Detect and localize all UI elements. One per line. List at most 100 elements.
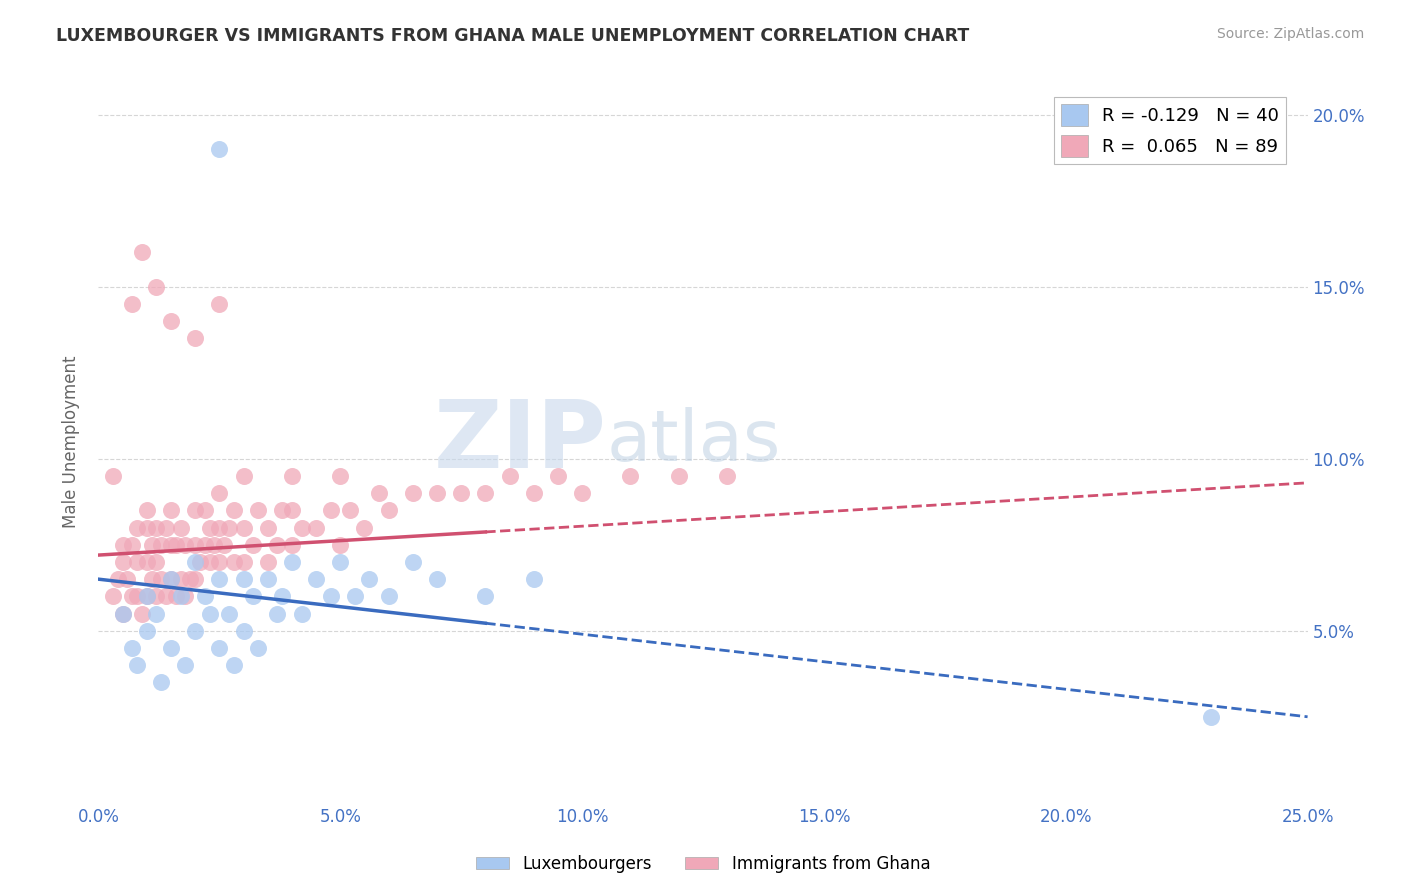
Point bbox=[208, 555, 231, 569]
Point bbox=[121, 297, 143, 311]
Point bbox=[184, 624, 207, 638]
Point bbox=[668, 469, 690, 483]
Point bbox=[150, 675, 173, 690]
Point bbox=[145, 279, 167, 293]
Point bbox=[271, 503, 294, 517]
Point bbox=[179, 572, 201, 586]
Point bbox=[111, 555, 134, 569]
Point bbox=[204, 538, 226, 552]
Point bbox=[232, 469, 254, 483]
Point bbox=[160, 503, 183, 517]
Point bbox=[247, 503, 270, 517]
Text: LUXEMBOURGER VS IMMIGRANTS FROM GHANA MALE UNEMPLOYMENT CORRELATION CHART: LUXEMBOURGER VS IMMIGRANTS FROM GHANA MA… bbox=[56, 27, 970, 45]
Legend: Luxembourgers, Immigrants from Ghana: Luxembourgers, Immigrants from Ghana bbox=[470, 848, 936, 880]
Point bbox=[101, 469, 124, 483]
Point bbox=[135, 503, 157, 517]
Point bbox=[135, 624, 157, 638]
Point bbox=[232, 520, 254, 534]
Point bbox=[208, 640, 231, 655]
Point bbox=[256, 555, 278, 569]
Point bbox=[343, 590, 366, 604]
Point bbox=[523, 486, 546, 500]
Point bbox=[222, 503, 245, 517]
Point bbox=[117, 572, 139, 586]
Point bbox=[290, 520, 312, 534]
Point bbox=[319, 503, 342, 517]
Point bbox=[281, 503, 304, 517]
Point bbox=[222, 555, 245, 569]
Point bbox=[208, 486, 231, 500]
Point bbox=[111, 538, 134, 552]
Point bbox=[222, 658, 245, 673]
Point bbox=[127, 658, 149, 673]
Point bbox=[131, 607, 153, 621]
Point bbox=[145, 520, 167, 534]
Point bbox=[290, 607, 312, 621]
Point bbox=[271, 590, 294, 604]
Point bbox=[184, 503, 207, 517]
Point bbox=[305, 572, 328, 586]
Point bbox=[111, 607, 134, 621]
Point bbox=[121, 590, 143, 604]
Point bbox=[155, 520, 177, 534]
Point bbox=[198, 555, 221, 569]
Point bbox=[716, 469, 738, 483]
Point bbox=[619, 469, 641, 483]
Text: Source: ZipAtlas.com: Source: ZipAtlas.com bbox=[1216, 27, 1364, 41]
Point bbox=[198, 607, 221, 621]
Legend: R = -0.129   N = 40, R =  0.065   N = 89: R = -0.129 N = 40, R = 0.065 N = 89 bbox=[1053, 96, 1286, 164]
Point bbox=[377, 590, 399, 604]
Point bbox=[242, 538, 264, 552]
Point bbox=[169, 520, 191, 534]
Point bbox=[169, 572, 191, 586]
Point bbox=[232, 572, 254, 586]
Point bbox=[547, 469, 569, 483]
Point bbox=[1199, 710, 1222, 724]
Point bbox=[174, 538, 197, 552]
Point bbox=[160, 538, 183, 552]
Point bbox=[319, 590, 342, 604]
Point bbox=[402, 555, 425, 569]
Point bbox=[402, 486, 425, 500]
Point bbox=[208, 520, 231, 534]
Point bbox=[160, 640, 183, 655]
Point bbox=[208, 572, 231, 586]
Point bbox=[184, 331, 207, 345]
Point bbox=[218, 520, 240, 534]
Point bbox=[450, 486, 472, 500]
Point bbox=[135, 520, 157, 534]
Point bbox=[121, 640, 143, 655]
Point bbox=[135, 590, 157, 604]
Point bbox=[281, 555, 304, 569]
Point bbox=[135, 590, 157, 604]
Point bbox=[194, 538, 217, 552]
Point bbox=[184, 572, 207, 586]
Point bbox=[174, 590, 197, 604]
Point bbox=[135, 555, 157, 569]
Point bbox=[474, 486, 496, 500]
Point bbox=[145, 607, 167, 621]
Point bbox=[165, 538, 187, 552]
Text: ZIP: ZIP bbox=[433, 395, 606, 488]
Point bbox=[256, 572, 278, 586]
Point bbox=[160, 572, 183, 586]
Point bbox=[212, 538, 235, 552]
Point bbox=[141, 538, 163, 552]
Point bbox=[339, 503, 361, 517]
Point bbox=[107, 572, 129, 586]
Point bbox=[242, 590, 264, 604]
Point bbox=[141, 572, 163, 586]
Point bbox=[127, 520, 149, 534]
Point bbox=[426, 572, 449, 586]
Point bbox=[127, 590, 149, 604]
Point bbox=[208, 297, 231, 311]
Point bbox=[281, 538, 304, 552]
Point bbox=[169, 590, 191, 604]
Point bbox=[329, 555, 352, 569]
Point bbox=[131, 245, 153, 260]
Point bbox=[208, 142, 231, 156]
Point bbox=[127, 555, 149, 569]
Point bbox=[247, 640, 270, 655]
Point bbox=[523, 572, 546, 586]
Point bbox=[232, 555, 254, 569]
